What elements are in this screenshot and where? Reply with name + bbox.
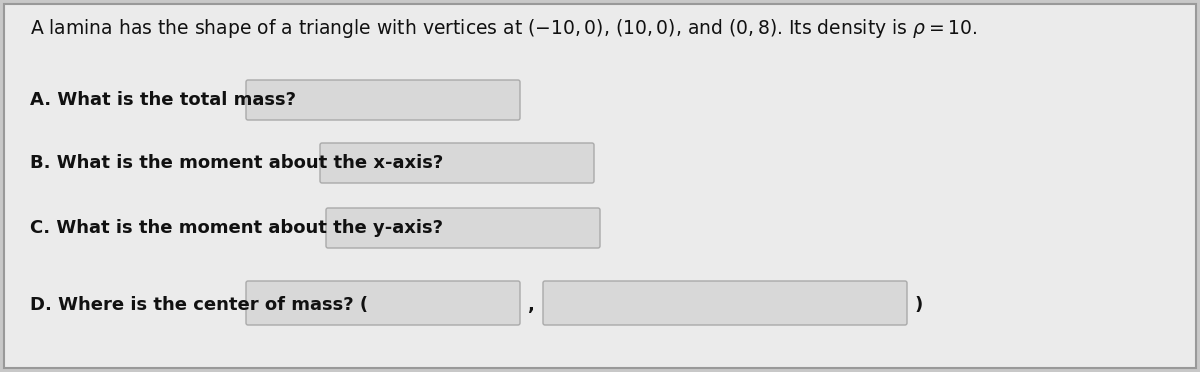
Text: A. What is the total mass?: A. What is the total mass? xyxy=(30,91,296,109)
FancyBboxPatch shape xyxy=(246,80,520,120)
FancyBboxPatch shape xyxy=(326,208,600,248)
Text: ): ) xyxy=(916,296,923,314)
FancyBboxPatch shape xyxy=(320,143,594,183)
Text: A lamina has the shape of a triangle with vertices at $(-10, 0)$, $(10, 0)$, and: A lamina has the shape of a triangle wit… xyxy=(30,16,977,39)
Text: C. What is the moment about the y-axis?: C. What is the moment about the y-axis? xyxy=(30,219,443,237)
FancyBboxPatch shape xyxy=(542,281,907,325)
Text: D. Where is the center of mass? (: D. Where is the center of mass? ( xyxy=(30,296,368,314)
Text: ,: , xyxy=(528,296,535,314)
FancyBboxPatch shape xyxy=(246,281,520,325)
Text: B. What is the moment about the x-axis?: B. What is the moment about the x-axis? xyxy=(30,154,443,172)
